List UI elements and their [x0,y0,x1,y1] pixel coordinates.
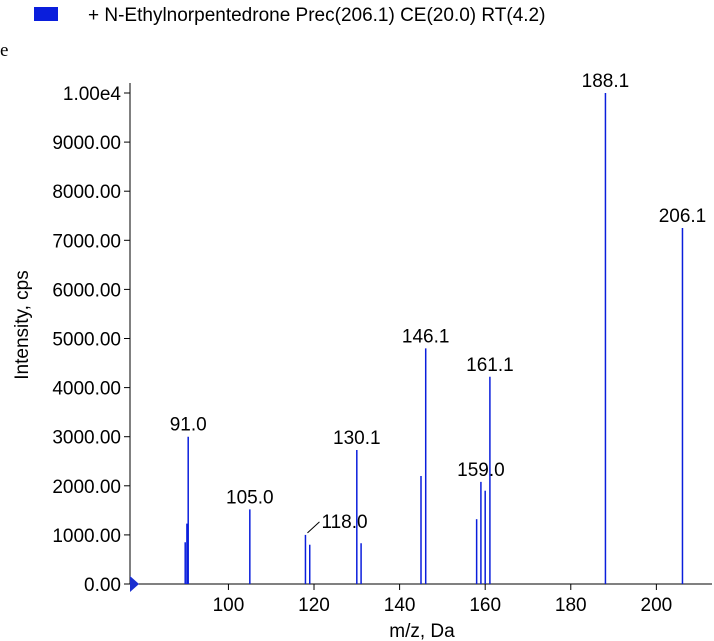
y-tick-label: 8000.00 [52,182,121,203]
x-tick-label: 200 [641,595,673,616]
peak-label: 130.1 [333,428,381,449]
y-tick-label: 3000.00 [52,428,121,449]
peak-leader [307,521,320,534]
peak-label: 206.1 [659,206,707,227]
y-tick-label: 2000.00 [52,477,121,498]
peaks [184,93,684,584]
y-axis-label: Intensity, cps [12,270,33,379]
x-tick-label: 120 [298,595,330,616]
peak-label: 161.1 [466,355,514,376]
peak-labels: 91.0 105.0 118.0 130.1 146.1 159.0 161.1 188.1 2… [170,71,707,534]
y-tick-label: 6000.00 [52,280,121,301]
edge-glyph: e [0,40,9,61]
legend-swatch [34,7,58,21]
peak-label: 91.0 [170,415,207,436]
y-tick-label: 1.00e4 [63,84,122,105]
x-tick-label: 160 [469,595,501,616]
x-tick-label: 100 [213,595,245,616]
x-axis-label: m/z, Da [389,621,455,641]
y-tick-label: 9000.00 [52,133,121,154]
axes: 0.00 1000.00 2000.00 3000.00 4000.00 5000.00 6… [52,83,712,616]
y-tick-label: 4000.00 [52,379,121,400]
peak-label: 105.0 [226,487,274,508]
peak-label: 188.1 [582,71,630,92]
peak-label: 146.1 [402,326,450,347]
y-tick-label: 5000.00 [52,330,121,351]
x-tick-label: 140 [384,595,416,616]
x-tick-label: 180 [555,595,587,616]
y-tick-label: 1000.00 [52,526,121,547]
peak-label: 159.0 [457,460,505,481]
legend-label: + N-Ethylnorpentedrone Prec(206.1) CE(20… [88,5,546,26]
y-tick-label: 7000.00 [52,231,121,252]
origin-marker [130,576,139,592]
peak-label: 118.0 [321,512,367,533]
y-tick-label: 0.00 [84,575,121,596]
